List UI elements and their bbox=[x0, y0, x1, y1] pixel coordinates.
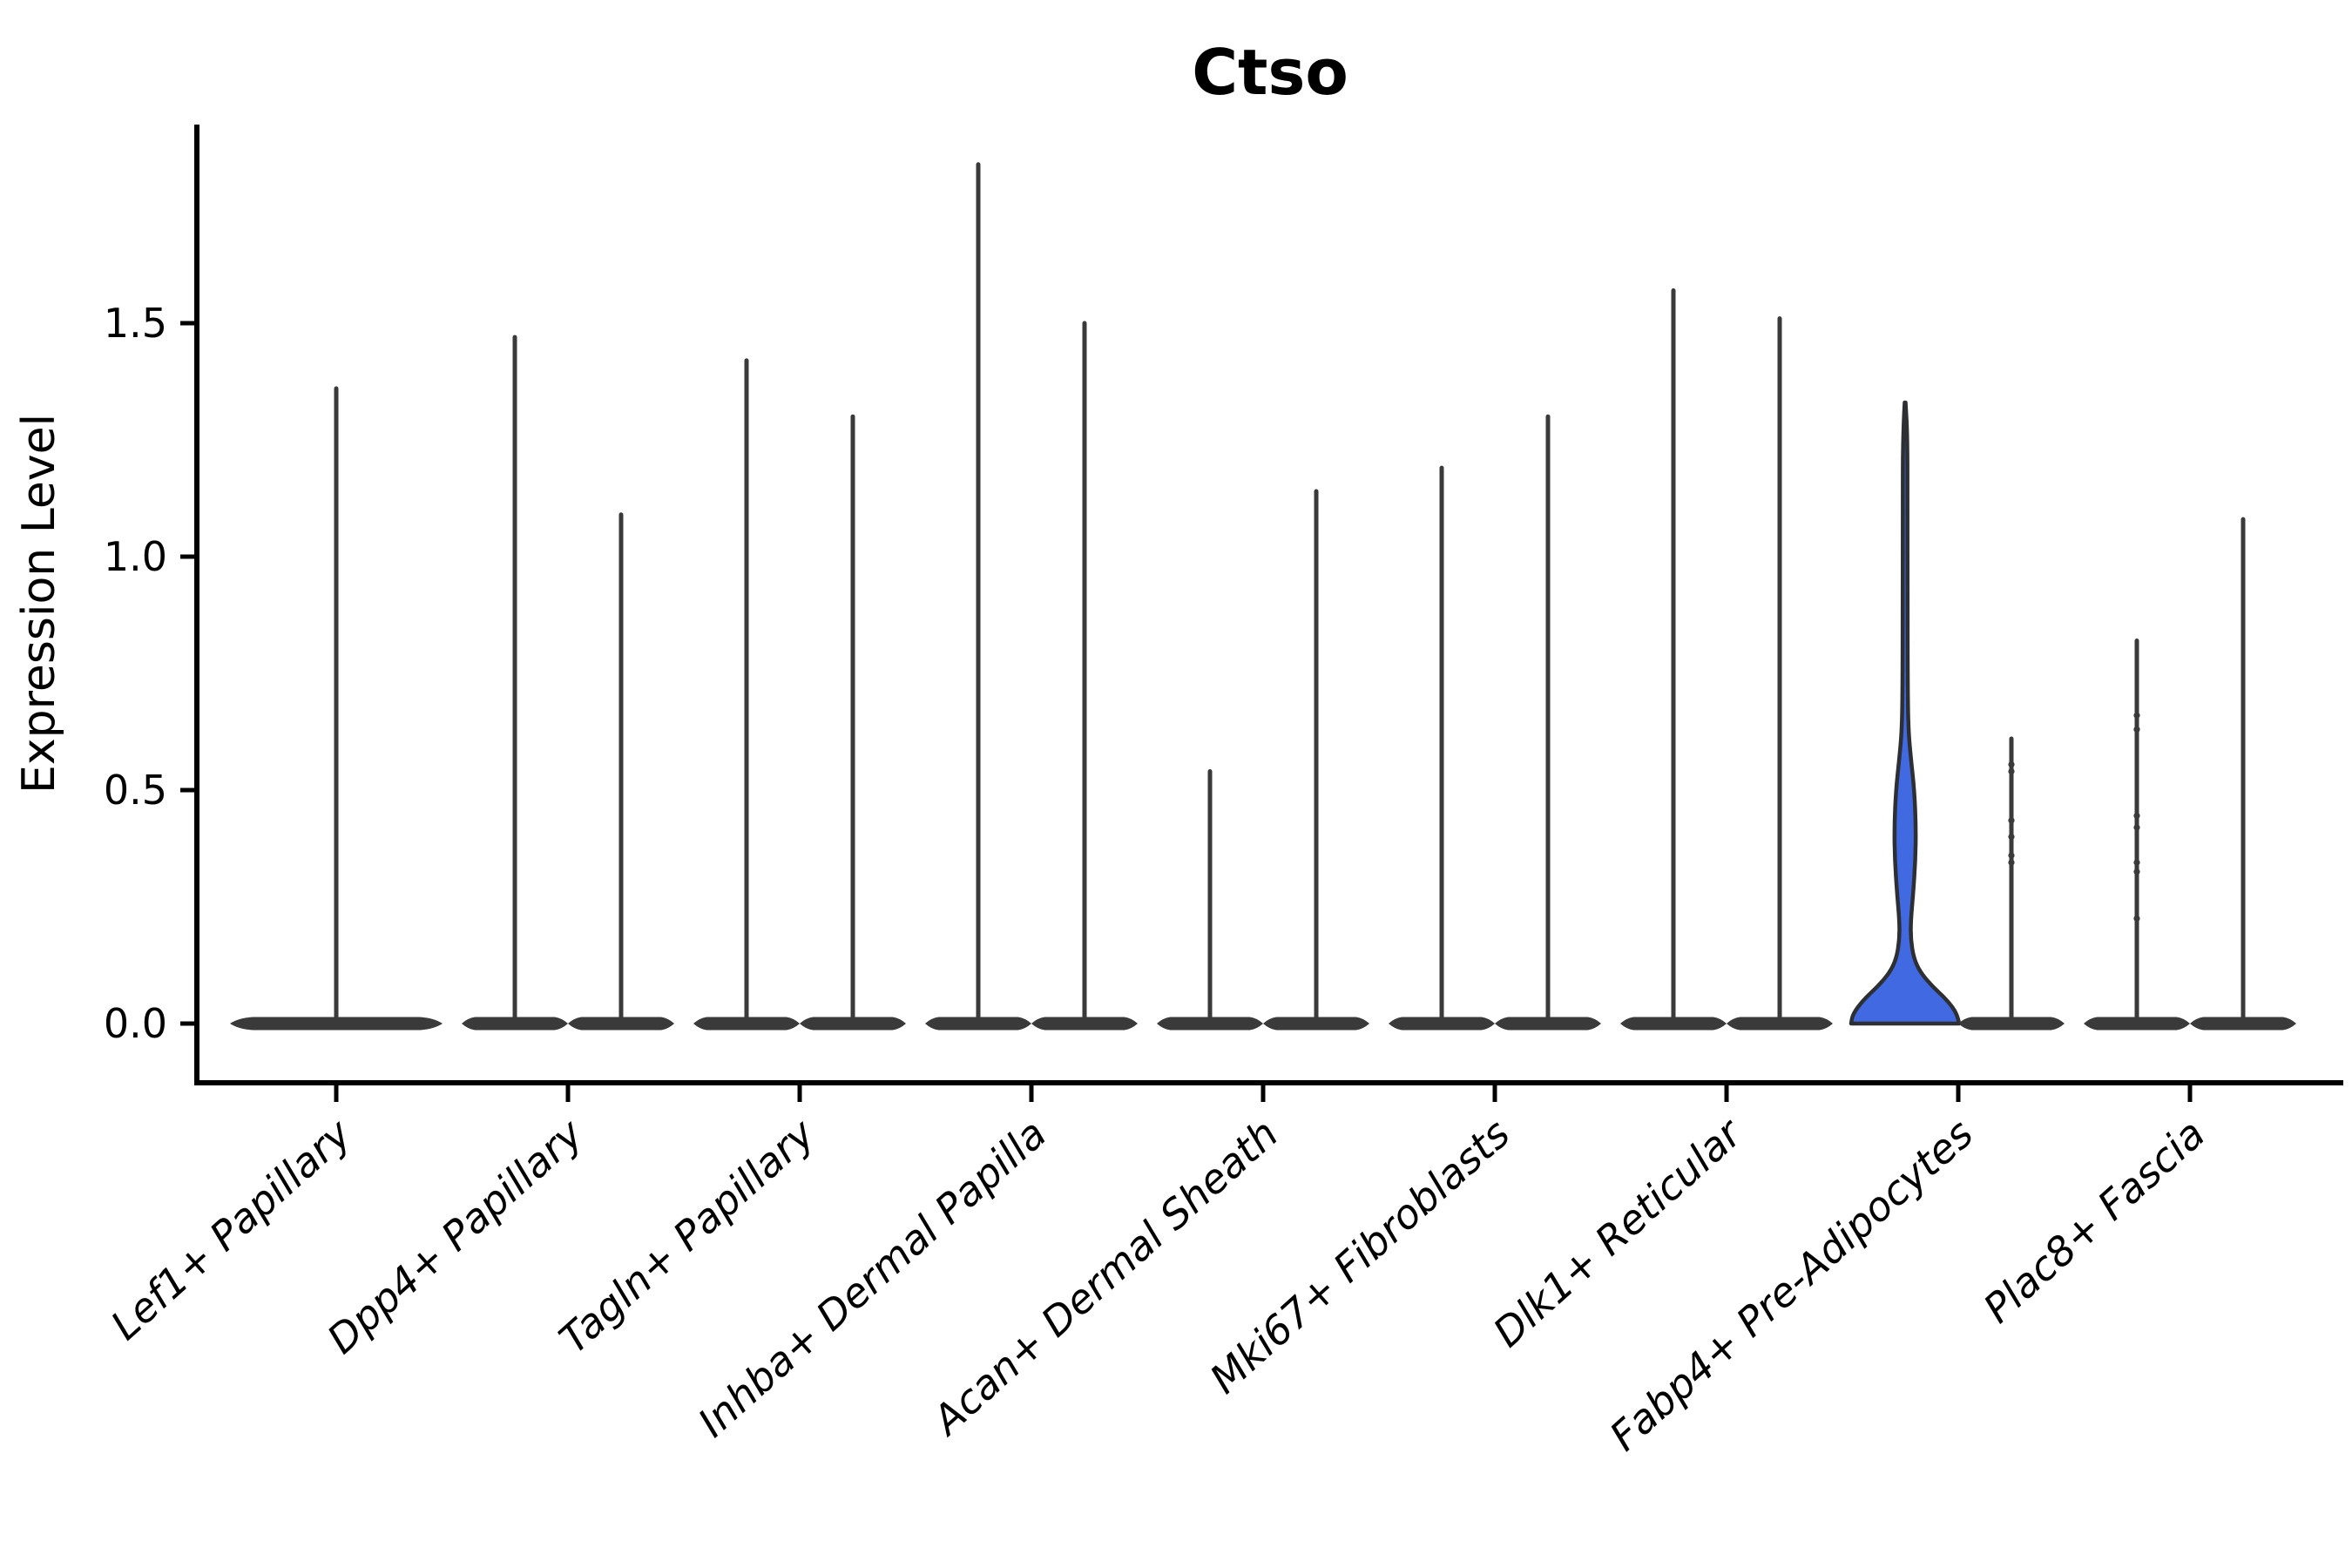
data-point-dot bbox=[2133, 868, 2140, 875]
data-point-dot bbox=[2133, 712, 2140, 719]
data-point-dot bbox=[2008, 859, 2015, 866]
y-tick-label: 1.0 bbox=[104, 533, 167, 580]
y-tick-label: 0.5 bbox=[104, 767, 167, 814]
data-point-dot bbox=[2008, 767, 2015, 775]
data-point-dot bbox=[2133, 812, 2140, 820]
data-point-dot bbox=[2008, 852, 2015, 859]
data-point-dot bbox=[2133, 859, 2140, 866]
data-point-dot bbox=[2008, 834, 2015, 841]
data-point-dot bbox=[2133, 824, 2140, 831]
y-tick-label: 0.0 bbox=[104, 1000, 167, 1047]
data-point-dot bbox=[2133, 915, 2140, 922]
data-point-dot bbox=[2008, 817, 2015, 824]
data-point-dot bbox=[2133, 726, 2140, 733]
y-axis-label: Expression Level bbox=[13, 414, 65, 794]
highlighted-violin bbox=[1848, 400, 1962, 1026]
data-point-dot bbox=[2008, 760, 2015, 768]
chart-title: Ctso bbox=[1192, 36, 1348, 109]
y-tick-label: 1.5 bbox=[104, 300, 167, 347]
